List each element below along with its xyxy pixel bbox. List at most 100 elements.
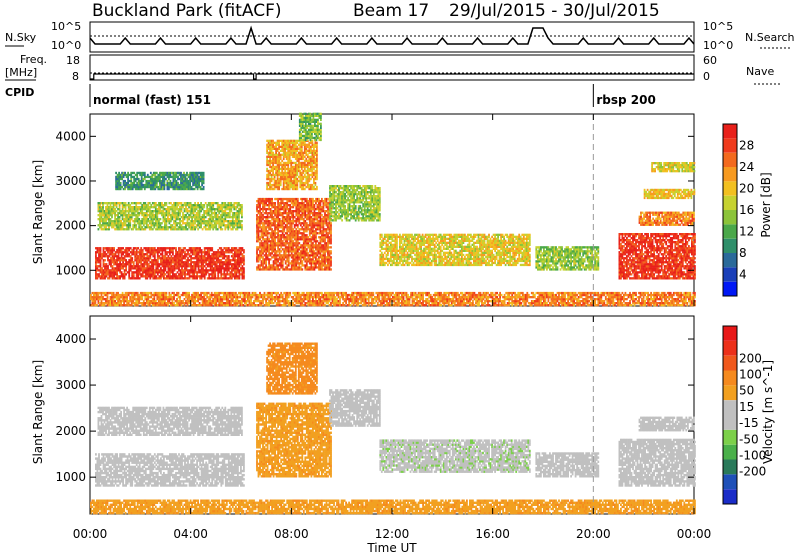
data-cell [241,206,243,209]
data-cell [162,216,165,219]
data-cell [173,222,175,225]
data-cell [149,249,152,252]
data-cell [216,208,219,211]
data-cell [172,275,174,278]
data-cell [232,275,235,278]
data-cell [296,149,299,152]
data-cell [151,220,154,223]
data-cell [126,253,129,256]
data-cell [219,208,222,211]
data-cell [99,214,101,217]
data-cell [111,251,114,254]
data-cell [277,266,279,269]
data-cell [229,261,232,264]
data-cell [217,253,220,256]
data-cell [181,273,183,276]
data-cell [169,259,171,262]
data-cell [278,230,281,233]
data-cell [238,216,240,219]
data-cell [221,261,224,264]
data-cell [120,251,123,254]
data-cell [135,259,138,262]
data-cell [306,181,309,185]
data-cell [178,273,180,276]
data-cell [149,257,152,260]
data-cell [139,222,142,225]
data-cell [236,224,239,227]
data-cell [178,247,180,250]
data-cell [149,175,152,179]
data-cell [95,261,97,264]
data-cell [193,187,196,191]
data-cell [311,169,314,173]
data-cell [101,257,103,260]
data-cell [110,247,112,250]
data-cell [170,251,173,254]
data-cell [140,187,143,191]
data-cell [117,277,120,280]
data-cell [162,226,165,229]
data-cell [304,212,307,215]
data-cell [292,246,295,249]
data-cell [121,210,124,213]
data-cell [199,185,202,189]
data-cell [241,271,244,274]
data-cell [220,277,223,280]
data-cell [236,218,239,221]
data-cell [286,202,289,205]
data-cell [228,210,231,213]
data-cell [118,185,120,189]
data-cell [230,204,233,207]
data-cell [179,275,182,278]
data-cell [263,238,266,241]
data-cell [284,210,287,213]
data-cell [127,171,129,175]
data-cell [288,187,291,191]
data-cell [118,171,120,175]
data-cell [230,273,233,276]
data-cell [308,222,311,225]
data-cell [129,277,132,280]
data-cell [330,230,332,233]
data-cell [120,273,123,276]
data-cell [123,255,126,258]
data-cell [152,249,155,252]
data-cell [198,208,201,211]
data-cell [306,153,309,156]
data-cell [227,216,230,219]
data-cell [137,185,140,189]
data-cell [229,267,232,270]
data-cell [281,266,284,269]
data-cell [281,214,284,217]
data-cell [177,210,180,213]
data-cell [174,220,177,223]
data-cell [129,251,132,254]
data-cell [130,214,133,217]
data-cell [263,244,266,247]
data-cell [182,255,185,258]
data-cell [121,222,124,225]
data-cell [184,275,186,278]
data-cell [146,255,149,258]
data-cell [173,202,175,205]
data-cell [208,259,211,262]
data-cell [203,257,206,260]
data-cell [108,226,110,229]
data-cell [166,265,168,268]
data-cell [127,224,130,227]
data-cell [278,143,280,146]
data-cell [195,226,198,229]
data-cell [188,253,191,256]
data-cell [198,210,201,213]
data-cell [145,218,148,221]
data-cell [135,247,138,250]
data-cell [156,277,159,280]
data-cell [105,255,108,258]
data-cell [224,255,227,258]
data-cell [218,259,221,262]
data-cell [159,208,162,211]
data-cell [156,261,159,264]
data-cell [164,261,167,264]
data-cell [100,224,103,227]
data-cell [187,181,190,185]
